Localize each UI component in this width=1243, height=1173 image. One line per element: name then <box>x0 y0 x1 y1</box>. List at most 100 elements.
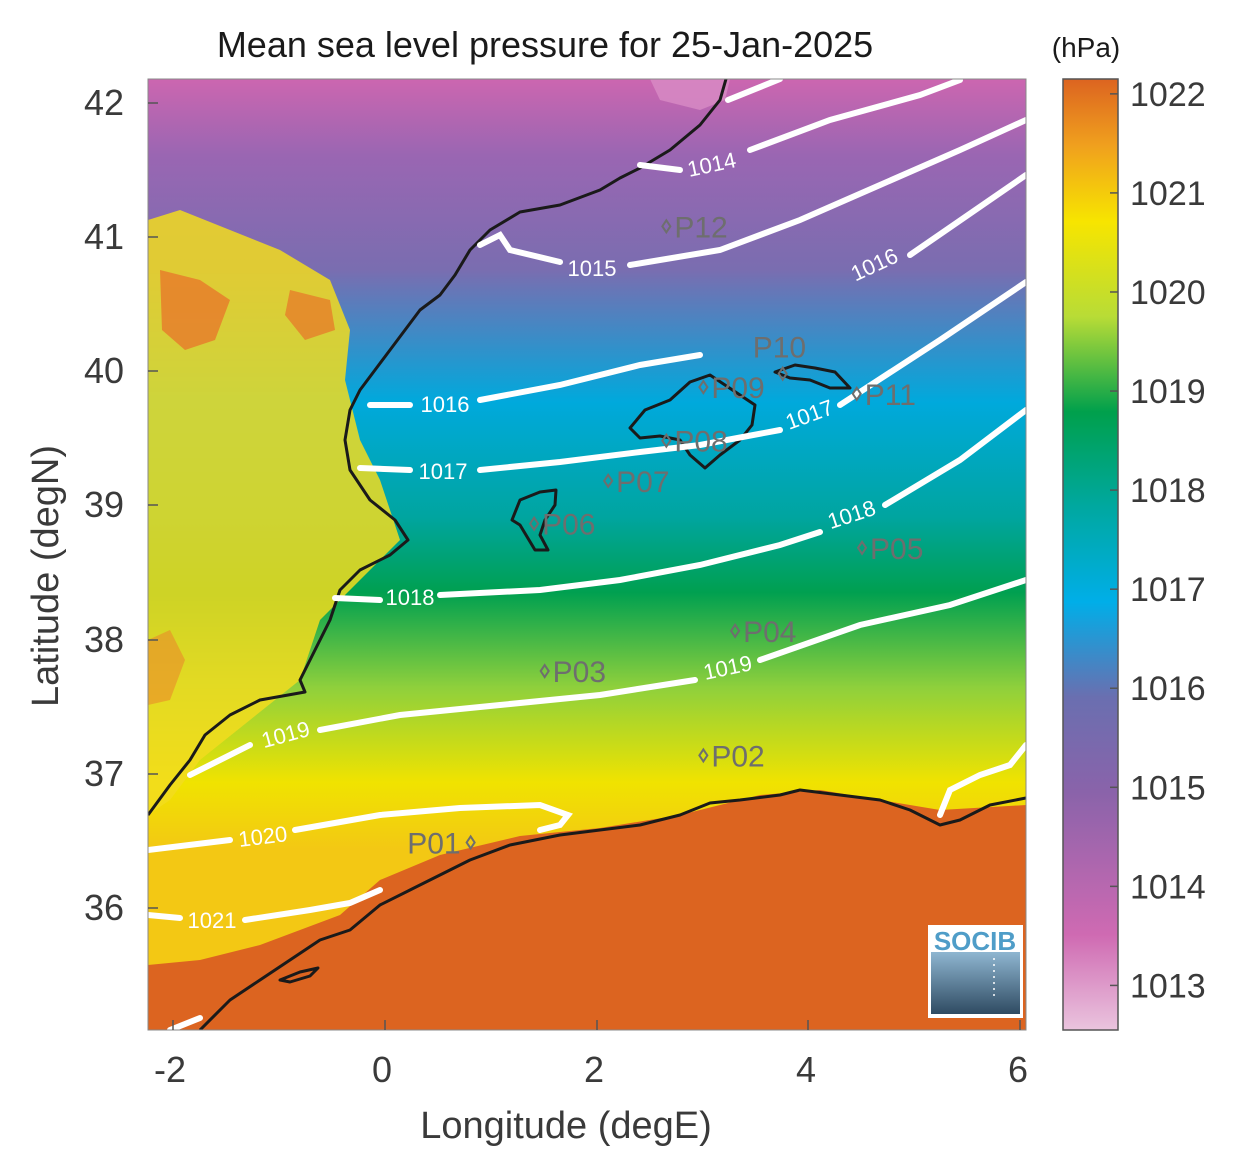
station-marker: P06 <box>528 509 595 542</box>
isobar-line <box>477 352 703 403</box>
station-label: P07 <box>616 466 669 499</box>
station-marker: P12 <box>661 211 728 244</box>
isobar-line <box>332 595 383 603</box>
x-tick-label: 0 <box>372 1049 392 1090</box>
station-diamond-icon <box>465 834 476 851</box>
x-tick-label: 6 <box>1008 1049 1028 1090</box>
isobar-line <box>907 172 1026 258</box>
isobar-line <box>242 887 383 923</box>
station-diamond-icon <box>777 365 788 382</box>
pressure-field <box>148 79 1026 1030</box>
isobar-label: 1018 <box>386 585 435 610</box>
station-label: P01 <box>407 827 460 860</box>
y-tick-label: 40 <box>84 350 124 391</box>
gulf-low-pressure-area <box>650 79 730 110</box>
isobar-label: 1017 <box>419 459 468 484</box>
station-diamond-icon <box>856 540 868 556</box>
colorbar-tick-label: 1020 <box>1130 274 1206 312</box>
station-diamond-icon <box>698 379 709 395</box>
colorbar-tick-label: 1019 <box>1130 373 1206 411</box>
isobar-line <box>627 117 1026 268</box>
coastlines <box>148 79 1026 1030</box>
axis-tick-marks <box>148 102 1021 1030</box>
colorbar-tick-label: 1017 <box>1130 571 1206 609</box>
isobar-line <box>757 577 1026 663</box>
y-tick-label: 42 <box>84 82 124 123</box>
colorbar-tick-label: 1014 <box>1130 868 1206 906</box>
colorbar-tick-label: 1016 <box>1130 670 1206 708</box>
iberia-inland-hot-area <box>160 270 230 350</box>
isobar-label: 1020 <box>237 821 289 852</box>
y-axis-label: Latitude (degN) <box>25 445 67 707</box>
iberia-inland-hot-area <box>285 290 335 340</box>
colorbar: 1022 1021 1020 1019 1018 1017 1016 1015 1014 1013… <box>1052 32 1206 1031</box>
isobar-line <box>292 801 573 833</box>
station-label: P11 <box>865 379 916 412</box>
colorbar-tick-label: 1022 <box>1130 76 1206 114</box>
y-tick-label: 36 <box>84 887 124 928</box>
y-tick-label: 38 <box>84 619 124 660</box>
x-tick-labels: -2 0 2 4 6 <box>154 1049 1028 1090</box>
station-label: P08 <box>674 426 727 459</box>
mallorca-coastline <box>628 373 757 470</box>
isobar-line <box>937 742 1026 818</box>
colorbar-gradient <box>1062 78 1119 1031</box>
isobar-line <box>187 742 253 778</box>
iberia-inland-hot-area <box>148 630 185 705</box>
isobars <box>148 79 1026 1030</box>
x-tick-label: 2 <box>584 1049 604 1090</box>
station-label: P04 <box>743 616 796 649</box>
isobar-line <box>167 1015 203 1030</box>
colorbar-tick-label: 1018 <box>1130 472 1206 510</box>
map-frame <box>147 78 1027 1031</box>
station-diamond-icon <box>661 432 672 449</box>
station-diamond-icon <box>661 218 672 235</box>
y-tick-label: 39 <box>84 484 124 525</box>
isobar-line <box>477 427 783 473</box>
alboran-island-coastline <box>278 966 320 984</box>
iberia-coastline <box>148 79 728 816</box>
station-diamond-icon <box>602 473 614 489</box>
station-marker: P03 <box>539 656 606 689</box>
x-tick-label: -2 <box>154 1049 186 1090</box>
isobar-line <box>837 279 1026 408</box>
ibiza-coastline <box>510 488 558 552</box>
y-tick-labels: 42 41 40 39 38 37 36 <box>84 82 124 928</box>
station-marker: P11 <box>851 379 916 412</box>
isobar-line <box>437 529 823 598</box>
colorbar-tick-marks: 1022 1021 1020 1019 1018 1017 1016 1015 1014 1013 <box>1110 76 1206 1005</box>
station-diamond-icon <box>539 663 550 679</box>
logo-text: SOCIB <box>934 926 1016 956</box>
isobar-line <box>477 231 563 265</box>
station-label: P09 <box>711 372 764 405</box>
station-label: P03 <box>553 656 606 689</box>
isobar-line <box>148 912 183 921</box>
isobar-label: 1015 <box>568 256 617 281</box>
station-marker: P07 <box>602 466 670 499</box>
colorbar-tick-label: 1015 <box>1130 769 1206 807</box>
station-marker: P02 <box>698 740 765 773</box>
station-marker: P08 <box>661 426 728 459</box>
isobar-line <box>637 162 683 173</box>
isobar-line <box>882 407 1026 508</box>
station-label: P05 <box>870 533 923 566</box>
africa-high-pressure-area <box>148 790 1026 1030</box>
isobar-line <box>317 677 698 733</box>
y-tick-label: 37 <box>84 753 124 794</box>
x-axis-label: Longitude (degE) <box>420 1105 712 1147</box>
colorbar-tick-label: 1021 <box>1130 175 1206 213</box>
africa-coastline <box>198 788 1026 1030</box>
station-diamond-icon <box>729 623 741 639</box>
station-label: P02 <box>711 740 764 773</box>
station-label: P10 <box>753 332 806 365</box>
socib-logo: SOCIB <box>928 925 1023 1018</box>
colorbar-unit-label: (hPa) <box>1052 32 1120 63</box>
station-marker: P10 <box>753 332 806 382</box>
station-diamond-icon <box>698 747 709 764</box>
isobar-label: 1021 <box>188 908 237 933</box>
station-marker: P05 <box>856 533 923 566</box>
x-tick-label: 4 <box>796 1049 816 1090</box>
isobar-line <box>725 79 783 103</box>
